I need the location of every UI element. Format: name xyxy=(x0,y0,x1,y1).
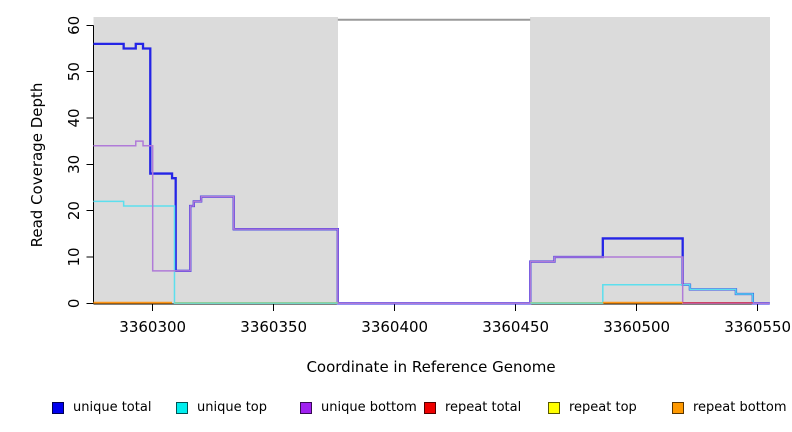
legend-item-repeat-top: repeat top xyxy=(548,400,672,415)
legend-swatch-icon xyxy=(548,401,560,414)
x-tick-label: 3360350 xyxy=(240,318,307,336)
legend-swatch-icon xyxy=(424,401,436,414)
y-tick-label: 60 xyxy=(65,16,83,35)
x-tick-label: 3360500 xyxy=(603,318,670,336)
legend-label: repeat bottom xyxy=(693,400,787,415)
legend-item-unique-total: unique total xyxy=(52,400,176,415)
covered-region-right xyxy=(530,16,770,304)
x-tick-label: 3360450 xyxy=(482,318,549,336)
y-tick-label: 10 xyxy=(65,247,83,266)
legend-label: unique total xyxy=(73,400,152,415)
x-tick-label: 3360550 xyxy=(724,318,791,336)
legend: unique total unique top unique bottom repea… xyxy=(52,400,792,415)
x-tick-label: 3360300 xyxy=(119,318,186,336)
x-axis-title: Coordinate in Reference Genome xyxy=(306,358,556,376)
legend-item-unique-top: unique top xyxy=(176,400,300,415)
legend-label: unique top xyxy=(197,400,268,415)
y-tick-label: 20 xyxy=(65,201,83,220)
y-tick-label: 0 xyxy=(65,299,83,309)
legend-swatch-icon xyxy=(52,401,64,414)
legend-item-repeat-bottom: repeat bottom xyxy=(672,400,792,415)
covered-region-left xyxy=(93,16,338,304)
series-line-unique-bottom xyxy=(93,140,770,305)
y-tick-label: 40 xyxy=(65,108,83,127)
legend-swatch-icon xyxy=(176,401,188,414)
legend-item-unique-bottom: unique bottom xyxy=(300,400,424,415)
legend-item-repeat-total: repeat total xyxy=(424,400,548,415)
y-tick-label: 50 xyxy=(65,62,83,81)
legend-label: repeat top xyxy=(569,400,637,415)
legend-label: repeat total xyxy=(445,400,522,415)
series-line-unique-top xyxy=(93,200,770,305)
legend-swatch-icon xyxy=(300,401,312,414)
y-axis-title: Read Coverage Depth xyxy=(28,82,46,248)
y-tick-label: 30 xyxy=(65,155,83,174)
legend-label: unique bottom xyxy=(321,400,417,415)
x-tick-label: 3360400 xyxy=(361,318,428,336)
legend-swatch-icon xyxy=(672,401,684,414)
